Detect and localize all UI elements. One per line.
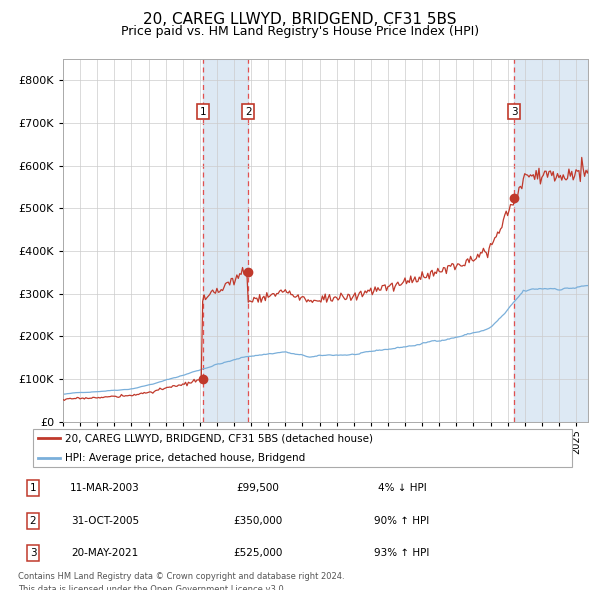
Text: 1: 1	[200, 107, 206, 117]
Text: 20, CAREG LLWYD, BRIDGEND, CF31 5BS (detached house): 20, CAREG LLWYD, BRIDGEND, CF31 5BS (det…	[65, 433, 373, 443]
Text: 90% ↑ HPI: 90% ↑ HPI	[374, 516, 430, 526]
Text: This data is licensed under the Open Government Licence v3.0.: This data is licensed under the Open Gov…	[18, 585, 286, 590]
Text: 3: 3	[29, 548, 37, 558]
Bar	[203, 59, 248, 422]
Text: Price paid vs. HM Land Registry's House Price Index (HPI): Price paid vs. HM Land Registry's House …	[121, 25, 479, 38]
Text: 31-OCT-2005: 31-OCT-2005	[71, 516, 139, 526]
Text: £350,000: £350,000	[233, 516, 283, 526]
Text: 93% ↑ HPI: 93% ↑ HPI	[374, 548, 430, 558]
Text: 2: 2	[29, 516, 37, 526]
Bar	[514, 59, 588, 422]
Text: 4% ↓ HPI: 4% ↓ HPI	[377, 483, 427, 493]
Text: 1: 1	[29, 483, 37, 493]
Text: 20, CAREG LLWYD, BRIDGEND, CF31 5BS: 20, CAREG LLWYD, BRIDGEND, CF31 5BS	[143, 12, 457, 27]
Text: £99,500: £99,500	[236, 483, 280, 493]
Text: 2: 2	[245, 107, 251, 117]
Text: 11-MAR-2003: 11-MAR-2003	[70, 483, 140, 493]
Text: 3: 3	[511, 107, 517, 117]
Text: Contains HM Land Registry data © Crown copyright and database right 2024.: Contains HM Land Registry data © Crown c…	[18, 572, 344, 581]
Text: £525,000: £525,000	[233, 548, 283, 558]
Text: 20-MAY-2021: 20-MAY-2021	[71, 548, 139, 558]
FancyBboxPatch shape	[33, 429, 572, 467]
Text: HPI: Average price, detached house, Bridgend: HPI: Average price, detached house, Brid…	[65, 454, 306, 463]
